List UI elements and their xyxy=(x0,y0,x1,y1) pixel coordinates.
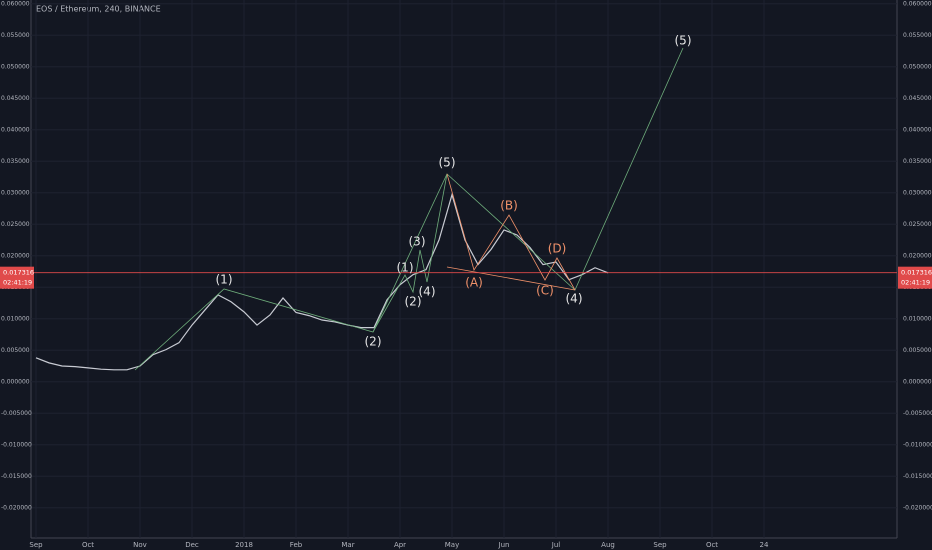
y-tick-label: 0.005000 xyxy=(1,347,30,354)
x-tick-label: Nov xyxy=(133,541,147,549)
y-tick-label: -0.015000 xyxy=(1,473,32,480)
wave-label: (B) xyxy=(500,199,518,213)
countdown: 02:41:19 xyxy=(3,279,32,287)
wave-label: (4) xyxy=(566,292,583,306)
y-tick-label: 0.035000 xyxy=(903,158,932,165)
y-tick-label: 0.050000 xyxy=(903,63,932,70)
wave-line xyxy=(134,47,684,371)
y-tick-label: 0.005000 xyxy=(903,347,932,354)
y-tick-label: -0.010000 xyxy=(903,441,932,448)
wave-label: (C) xyxy=(536,284,554,298)
x-tick-label: Oct xyxy=(706,541,718,549)
wave-label: (4) xyxy=(419,285,436,299)
x-tick-label: Oct xyxy=(82,541,94,549)
wave-line xyxy=(446,266,576,291)
wave-line xyxy=(446,173,576,291)
y-tick-label: 0.040000 xyxy=(1,126,30,133)
x-tick-label: Sep xyxy=(29,541,43,549)
price-label: 0.017316 xyxy=(3,269,34,277)
y-tick-label: -0.020000 xyxy=(1,504,32,511)
wave-label: (2) xyxy=(405,295,422,309)
wave-label: (5) xyxy=(439,156,456,170)
y-tick-label: -0.005000 xyxy=(903,410,932,417)
y-tick-label: 0.000000 xyxy=(1,378,30,385)
y-tick-label: 0.030000 xyxy=(1,189,30,196)
x-tick-label: Jul xyxy=(551,541,561,549)
price-tag-right xyxy=(898,266,932,289)
wave-label: (D) xyxy=(548,242,567,256)
x-tick-label: Feb xyxy=(290,541,303,549)
x-tick-label: 2018 xyxy=(235,541,253,549)
countdown: 02:41:19 xyxy=(901,279,930,287)
x-tick-label: Jun xyxy=(498,541,510,549)
x-tick-label: Aug xyxy=(601,541,615,549)
y-tick-label: 0.040000 xyxy=(903,126,932,133)
y-tick-label: 0.030000 xyxy=(903,189,932,196)
y-tick-label: 0.060000 xyxy=(903,0,932,7)
x-tick-label: Sep xyxy=(653,541,667,549)
wave-label: (1) xyxy=(397,261,414,275)
y-tick-label: 0.025000 xyxy=(1,221,30,228)
price-label: 0.017316 xyxy=(901,269,932,277)
y-tick-label: -0.010000 xyxy=(1,441,32,448)
y-tick-label: 0.010000 xyxy=(903,315,932,322)
y-tick-label: 0.050000 xyxy=(1,63,30,70)
wave-label: (2) xyxy=(365,335,382,349)
x-tick-label: 24 xyxy=(760,541,769,549)
wave-label: (1) xyxy=(216,273,233,287)
x-tick-label: Dec xyxy=(185,541,199,549)
chart-title: EOS / Ethereum, 240, BINANCE xyxy=(36,5,161,14)
y-tick-label: 0.020000 xyxy=(1,252,30,259)
wave-label: (3) xyxy=(409,235,426,249)
y-tick-label: 0.000000 xyxy=(903,378,932,385)
price-tag-left xyxy=(0,266,34,289)
y-tick-label: 0.010000 xyxy=(1,315,30,322)
x-tick-label: Apr xyxy=(394,541,406,549)
y-tick-label: 0.045000 xyxy=(903,95,932,102)
wave-line xyxy=(372,173,448,333)
x-tick-label: Mar xyxy=(341,541,354,549)
y-tick-label: 0.020000 xyxy=(903,252,932,259)
wave-label: (A) xyxy=(465,276,483,290)
y-tick-label: -0.015000 xyxy=(903,473,932,480)
y-tick-label: 0.055000 xyxy=(1,32,30,39)
x-tick-label: May xyxy=(445,541,459,549)
y-tick-label: 0.045000 xyxy=(1,95,30,102)
y-tick-label: -0.005000 xyxy=(1,410,32,417)
y-tick-label: 0.025000 xyxy=(903,221,932,228)
y-tick-label: 0.035000 xyxy=(1,158,30,165)
y-tick-label: 0.060000 xyxy=(1,0,30,7)
wave-label: (5) xyxy=(675,34,692,48)
y-tick-label: 0.055000 xyxy=(903,32,932,39)
y-tick-label: -0.020000 xyxy=(903,504,932,511)
